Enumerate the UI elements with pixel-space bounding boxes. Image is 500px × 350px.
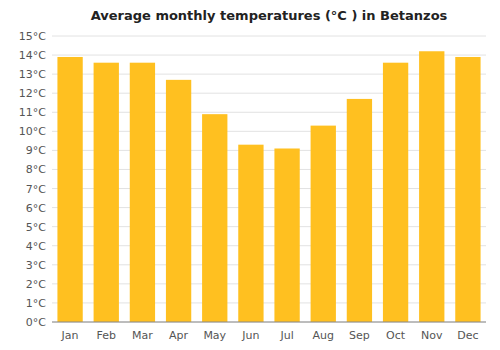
- bar: [455, 57, 480, 322]
- x-axis: Jan Feb Mar Apr May Jun Jul Aug Sep Oct Nov Dec: [61, 329, 479, 342]
- x-tick-label: Jan: [61, 329, 79, 342]
- y-tick-label: 2°C: [26, 278, 46, 291]
- title: Average monthly temperatures (°C ) in Be…: [91, 8, 448, 23]
- chart: Average monthly temperatures (°C ) in Be…: [0, 0, 500, 350]
- x-tick-label: Jul: [279, 329, 293, 342]
- bar: [202, 114, 227, 322]
- x-tick-label: Oct: [386, 329, 406, 342]
- y-tick-label: 5°C: [26, 221, 46, 234]
- y-tick-label: 11°C: [19, 106, 46, 119]
- y-tick-label: 12°C: [19, 87, 46, 100]
- x-tick-label: Aug: [313, 329, 334, 342]
- x-axis-line: [52, 322, 486, 323]
- y-tick-label: 14°C: [19, 49, 46, 62]
- page: {"chart_data": {"type": "bar", "title": …: [0, 0, 500, 350]
- grid-line: [52, 36, 486, 37]
- bar: [130, 63, 155, 322]
- bar: [166, 80, 191, 322]
- y-tick-label: 10°C: [19, 125, 46, 138]
- x-tick-label: Nov: [421, 329, 443, 342]
- y-axis: 0°C 1°C 2°C 3°C 4°C 5°C 6°C 7°C 8°C 9°C 10°C 11°C 12…: [19, 30, 46, 329]
- bar: [311, 126, 336, 322]
- grid-line: [52, 322, 486, 323]
- y-tick-label: 0°C: [26, 316, 46, 329]
- y-tick-label: 6°C: [26, 202, 46, 215]
- y-tick-label: 3°C: [26, 259, 46, 272]
- bar: [419, 51, 444, 322]
- grid: [52, 36, 486, 322]
- x-tick-label: Sep: [349, 329, 370, 342]
- x-tick-label: Jun: [241, 329, 259, 342]
- bar: [238, 145, 263, 322]
- x-tick-label: May: [203, 329, 226, 342]
- y-tick-label: 8°C: [26, 163, 46, 176]
- bars: [57, 51, 480, 322]
- bar: [94, 63, 119, 322]
- bar: [57, 57, 82, 322]
- y-tick-label: 1°C: [26, 297, 46, 310]
- y-tick-label: 7°C: [26, 183, 46, 196]
- x-tick-label: Feb: [97, 329, 116, 342]
- y-tick-label: 9°C: [26, 144, 46, 157]
- y-tick-label: 15°C: [19, 30, 46, 43]
- x-tick-label: Dec: [457, 329, 478, 342]
- y-tick-label: 13°C: [19, 68, 46, 81]
- bar: [347, 99, 372, 322]
- x-tick-label: Apr: [169, 329, 189, 342]
- bar: [383, 63, 408, 322]
- y-tick-label: 4°C: [26, 240, 46, 253]
- bar: [274, 148, 299, 322]
- x-tick-label: Mar: [132, 329, 153, 342]
